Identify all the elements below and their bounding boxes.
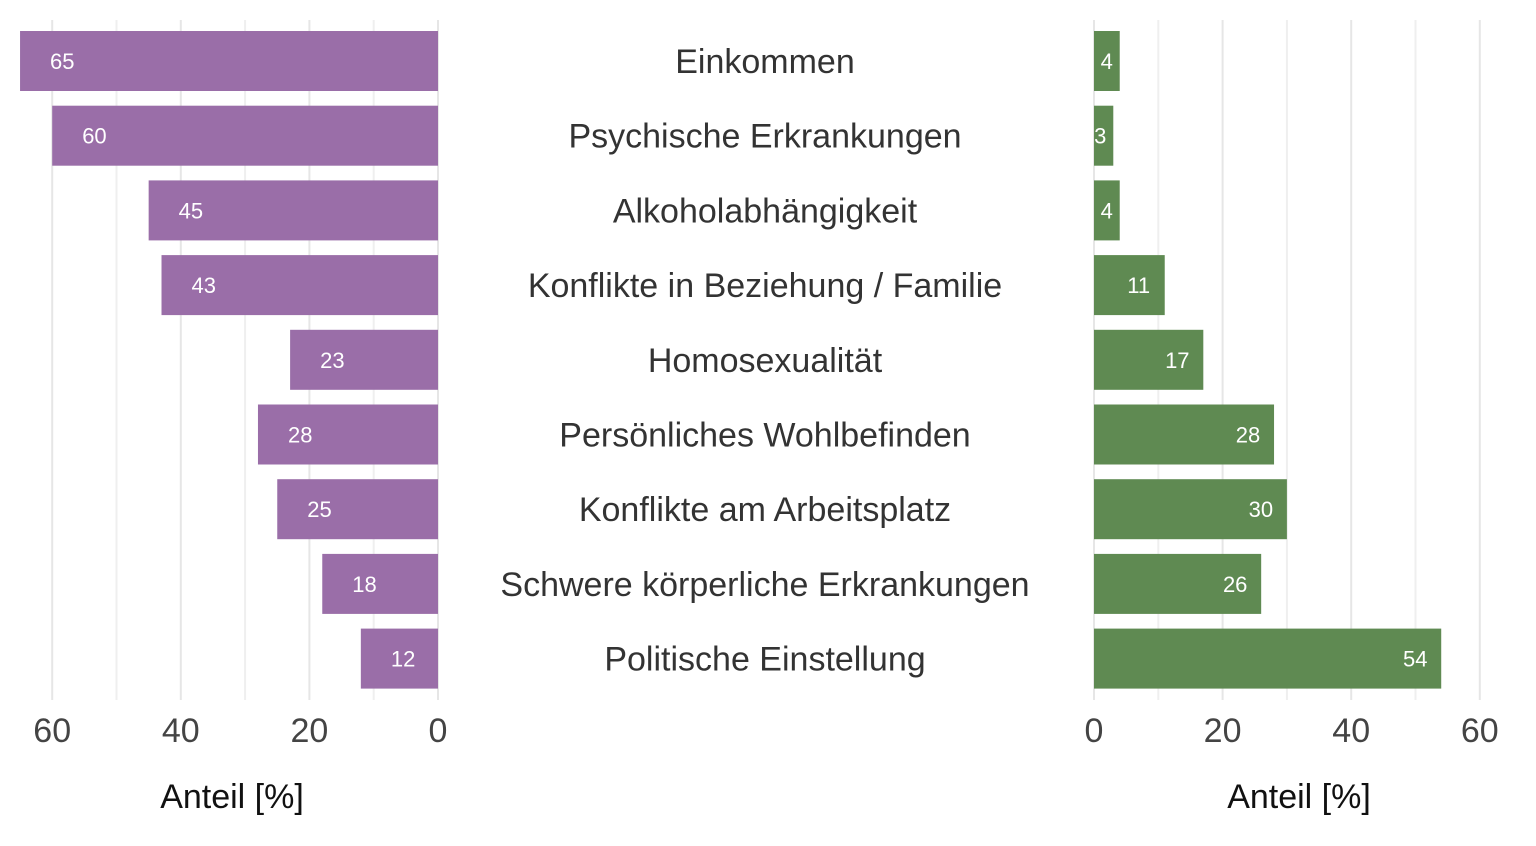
left-bar [322, 553, 438, 614]
right-tick-label: 20 [1204, 712, 1242, 750]
category-label: Konflikte am Arbeitsplatz [579, 491, 951, 529]
left-tick-label: 60 [33, 712, 71, 750]
right-bar [1094, 105, 1114, 166]
left-bar-value: 60 [82, 124, 106, 149]
left-tick-label: 20 [290, 712, 328, 750]
left-bar [20, 31, 439, 91]
right-bar [1094, 329, 1204, 390]
right-bar-value: 17 [1165, 348, 1189, 373]
left-bar-value: 43 [192, 273, 216, 298]
left-bar [290, 329, 438, 390]
left-tick-label: 0 [429, 712, 448, 750]
right-bar [1094, 479, 1287, 540]
right-bar [1094, 404, 1275, 465]
right-bar-value: 3 [1094, 124, 1106, 149]
right-bar [1094, 180, 1120, 241]
category-label: Schwere körperliche Erkrankungen [500, 566, 1029, 604]
right-tick-label: 60 [1461, 712, 1499, 750]
right-tick-label: 40 [1332, 712, 1370, 750]
right-bar-value: 26 [1223, 572, 1247, 597]
right-bar-value: 54 [1403, 647, 1427, 672]
category-label: Konflikte in Beziehung / Familie [528, 267, 1002, 305]
right-bar [1094, 553, 1262, 614]
left-bar-value: 45 [179, 198, 203, 223]
category-label: Politische Einstellung [604, 641, 925, 679]
left-bar [52, 105, 438, 166]
left-bar [161, 255, 438, 316]
category-label: Persönliches Wohlbefinden [559, 417, 970, 455]
left-bar-value: 25 [307, 497, 331, 522]
left-bar [360, 628, 438, 689]
right-bar-value: 4 [1101, 49, 1113, 74]
left-bar [277, 479, 438, 540]
right-axis-title: Anteil [%] [1227, 778, 1371, 816]
left-bar-value: 23 [320, 348, 344, 373]
right-bar-value: 30 [1249, 497, 1273, 522]
left-tick-label: 40 [162, 712, 200, 750]
axis-ticks: 60 40 20 0 0 20 40 60 [33, 712, 1498, 750]
left-bar-value: 65 [50, 49, 74, 74]
right-bar-value: 4 [1101, 198, 1113, 223]
left-bar-value: 12 [391, 647, 415, 672]
bars: 65 4 60 3 45 4 43 11 23 17 28 28 25 30 18 26 12 54 [20, 31, 1442, 689]
left-bar [148, 180, 438, 241]
category-labels: Einkommen Psychische Erkrankungen Alkohola… [500, 43, 1029, 679]
right-tick-label: 0 [1085, 712, 1104, 750]
right-bar-value: 28 [1236, 423, 1260, 448]
category-label: Homosexualität [648, 342, 883, 380]
right-bar [1094, 255, 1165, 316]
left-bar-value: 18 [352, 572, 376, 597]
category-label: Psychische Erkrankungen [568, 118, 961, 156]
left-axis-title: Anteil [%] [160, 778, 304, 816]
category-label: Alkoholabhängigkeit [613, 192, 918, 230]
right-bar-value: 11 [1127, 273, 1150, 298]
left-bar-value: 28 [288, 423, 312, 448]
left-bar [257, 404, 438, 465]
right-bar [1094, 31, 1120, 91]
category-label: Einkommen [675, 43, 855, 81]
right-bar [1094, 628, 1442, 689]
